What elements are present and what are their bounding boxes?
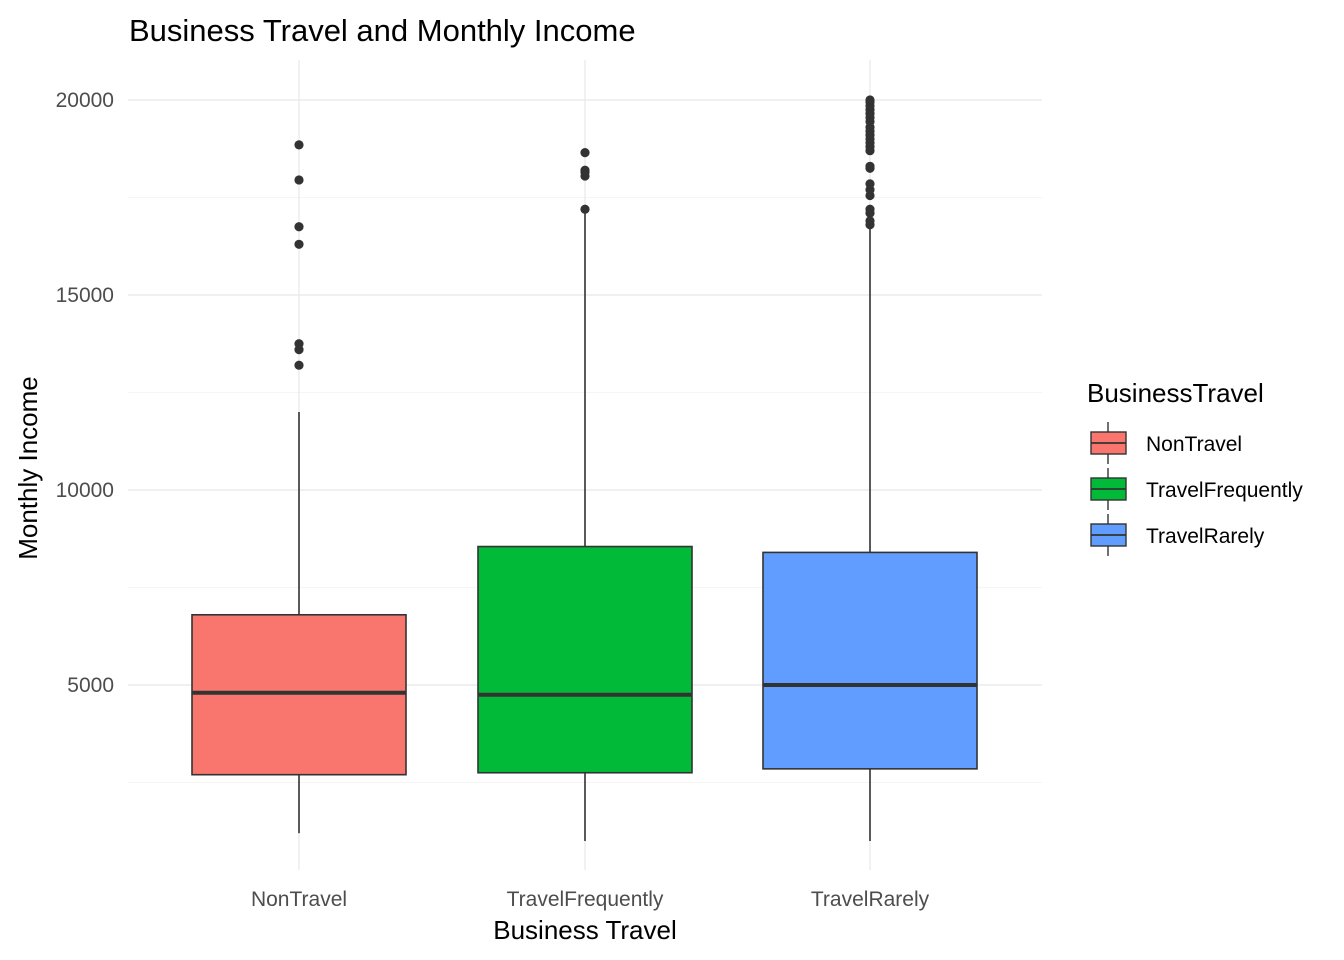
outlier-point bbox=[294, 339, 304, 349]
x-tick-label: TravelFrequently bbox=[507, 888, 664, 911]
outlier-point bbox=[865, 161, 875, 171]
outlier-point bbox=[865, 95, 875, 105]
outlier-point bbox=[580, 148, 590, 158]
outlier-point bbox=[294, 222, 304, 232]
outlier-point bbox=[580, 165, 590, 175]
y-axis-title: Monthly Income bbox=[13, 376, 43, 560]
chart-title: Business Travel and Monthly Income bbox=[129, 13, 636, 48]
y-tick-label: 10000 bbox=[56, 479, 114, 502]
x-tick-label: TravelRarely bbox=[811, 888, 930, 911]
outlier-point bbox=[865, 179, 875, 189]
y-tick-label: 20000 bbox=[56, 89, 114, 112]
legend-item-NonTravel: NonTravel bbox=[1090, 422, 1242, 464]
iqr-box bbox=[477, 545, 693, 774]
y-tick-label: 15000 bbox=[56, 284, 114, 307]
legend-label: TravelRarely bbox=[1146, 525, 1265, 548]
legend: BusinessTravel NonTravel TravelFrequently… bbox=[1087, 378, 1303, 556]
legend-title: BusinessTravel bbox=[1087, 378, 1264, 408]
box-NonTravel bbox=[191, 140, 407, 834]
y-tick-label: 5000 bbox=[67, 674, 114, 697]
outlier-point bbox=[294, 175, 304, 185]
box-TravelFrequently bbox=[477, 148, 693, 841]
legend-label: TravelFrequently bbox=[1146, 479, 1303, 502]
outlier-point bbox=[294, 360, 304, 370]
outlier-point bbox=[294, 140, 304, 150]
legend-item-TravelFrequently: TravelFrequently bbox=[1090, 468, 1303, 510]
outlier-point bbox=[294, 239, 304, 249]
outlier-point bbox=[865, 216, 875, 226]
boxes bbox=[191, 95, 978, 841]
tick-labels: 5000 10000 15000 20000 NonTravel TravelFreque… bbox=[56, 89, 930, 911]
box-TravelRarely bbox=[762, 95, 978, 841]
legend-item-TravelRarely: TravelRarely bbox=[1090, 514, 1265, 556]
legend-label: NonTravel bbox=[1146, 433, 1242, 456]
outlier-point bbox=[580, 204, 590, 214]
outlier-point bbox=[865, 204, 875, 214]
iqr-box bbox=[762, 551, 978, 770]
x-axis-title: Business Travel bbox=[493, 915, 677, 945]
x-tick-label: NonTravel bbox=[251, 888, 347, 911]
